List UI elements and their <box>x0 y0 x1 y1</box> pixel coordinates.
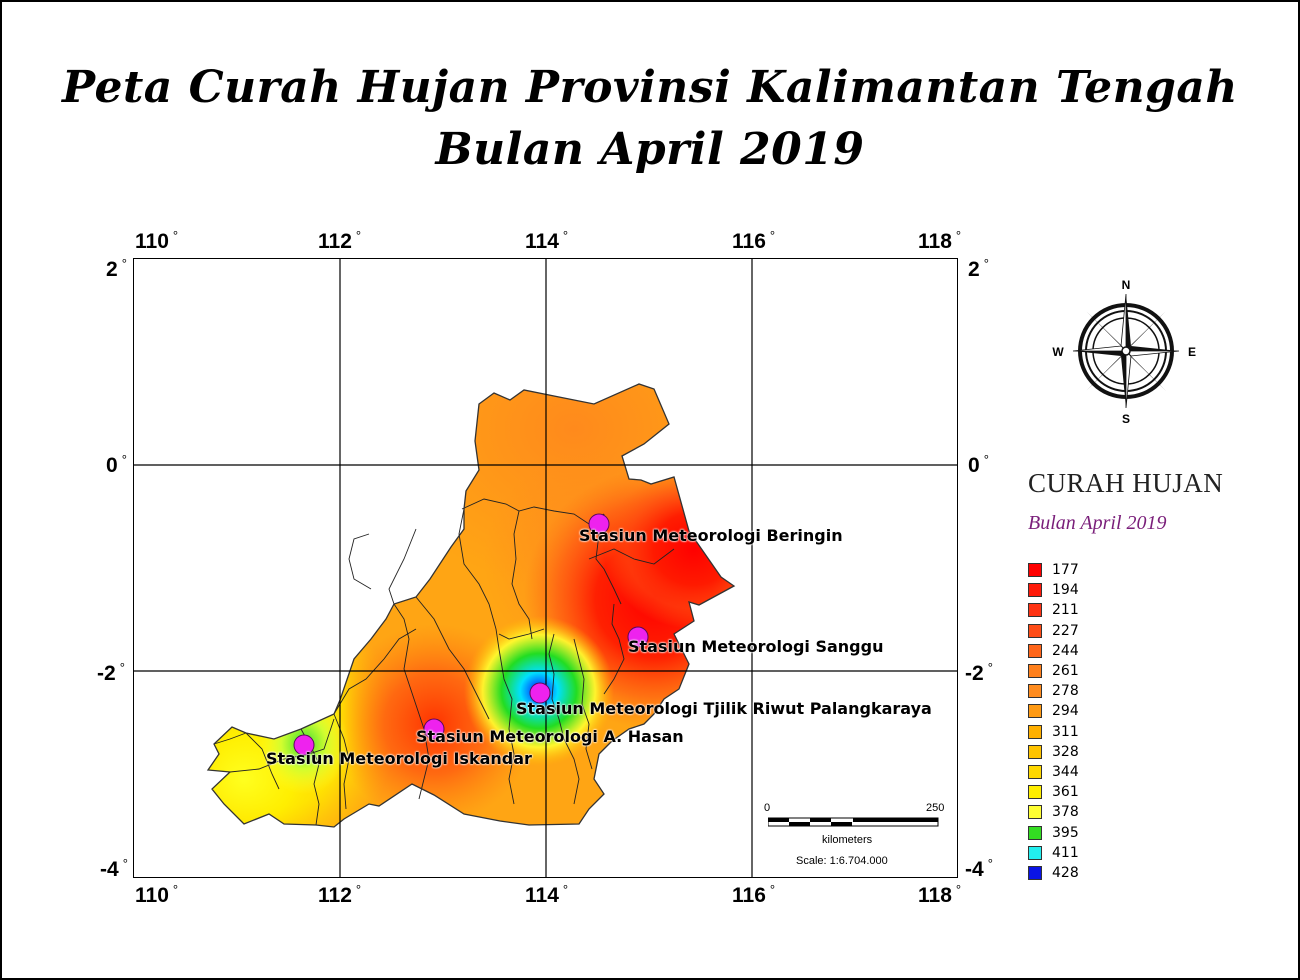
lat-label-right-2: 2 ° <box>968 256 989 281</box>
station-label-hasan: Stasiun Meteorologi A. Hasan <box>416 727 684 746</box>
station-marker-sanggu[interactable] <box>627 626 649 648</box>
station-markers <box>293 513 649 756</box>
lat-label-right-0: 0 ° <box>968 452 989 477</box>
lon-label-top-114: 114 ° <box>525 228 569 253</box>
legend-item: 328 <box>1028 742 1079 762</box>
legend-value: 428 <box>1052 864 1079 881</box>
legend-item: 311 <box>1028 722 1079 742</box>
legend-value: 294 <box>1052 703 1079 720</box>
legend-item: 278 <box>1028 681 1079 701</box>
lon-label-top-110: 110 ° <box>135 228 179 253</box>
station-marker-iskandar[interactable] <box>293 734 315 756</box>
lon-label-bottom-112: 112 ° <box>318 882 362 907</box>
scale-ratio-label: Scale: 1:6.704.000 <box>796 855 888 867</box>
legend-swatch <box>1028 764 1042 779</box>
legend-subtitle: Bulan April 2019 <box>1028 512 1167 534</box>
station-marker-palangkaraya[interactable] <box>529 682 551 704</box>
legend-value: 328 <box>1052 743 1079 760</box>
legend-value: 261 <box>1052 663 1079 680</box>
scale-end-label: 250 <box>926 802 945 814</box>
station-label-sanggu: Stasiun Meteorologi Sanggu <box>628 637 884 656</box>
legend-item: 244 <box>1028 641 1079 661</box>
rainfall-map-svg <box>134 259 957 877</box>
lon-label-bottom-118: 118 ° <box>918 882 962 907</box>
lon-label-bottom-114: 114 ° <box>525 882 569 907</box>
legend-swatch <box>1028 805 1042 820</box>
lon-label-bottom-110: 110 ° <box>135 882 179 907</box>
legend-title: CURAH HUJAN <box>1028 468 1224 498</box>
compass-north: N <box>1122 278 1131 292</box>
legend-item: 211 <box>1028 600 1079 620</box>
legend-swatch <box>1028 603 1042 618</box>
legend-value: 344 <box>1052 763 1079 780</box>
legend-value: 244 <box>1052 642 1079 659</box>
legend-swatch <box>1028 643 1042 658</box>
station-label-palangkaraya: Stasiun Meteorologi Tjilik Riwut Palangk… <box>516 699 932 718</box>
legend-item: 411 <box>1028 843 1079 863</box>
station-marker-hasan[interactable] <box>423 718 445 740</box>
legend-item: 294 <box>1028 701 1079 721</box>
station-marker-beringin[interactable] <box>588 513 610 535</box>
lat-label-left-2: 2 ° <box>106 256 127 281</box>
legend-swatch <box>1028 623 1042 638</box>
legend-item: 177 <box>1028 560 1079 580</box>
map-subtitle: Bulan April 2019 <box>435 124 865 175</box>
legend-swatch <box>1028 563 1042 578</box>
scale-bar-graphic <box>768 817 939 827</box>
scale-unit-label: kilometers <box>822 834 873 846</box>
legend-swatch <box>1028 664 1042 679</box>
compass-south: S <box>1122 412 1130 426</box>
legend-swatch <box>1028 724 1042 739</box>
legend-swatch <box>1028 785 1042 800</box>
province-outline <box>206 383 736 828</box>
compass-west: W <box>1052 345 1064 359</box>
regency-boundaries <box>213 498 675 826</box>
legend-swatch <box>1028 825 1042 840</box>
rainfall-legend: CURAH HUJAN Bulan April 2019 177 194 211 22… <box>1020 460 1242 890</box>
scale-bar: 0 250 kilometers Scale: 1:6.704.000 <box>760 800 950 875</box>
legend-value: 395 <box>1052 824 1079 841</box>
lon-label-top-116: 116 ° <box>732 228 776 253</box>
legend-swatch <box>1028 845 1042 860</box>
lat-label-left-neg2: -2 ° <box>97 660 125 685</box>
compass-east: E <box>1188 345 1196 359</box>
legend-value: 361 <box>1052 784 1079 801</box>
lat-label-right-neg2: -2 ° <box>965 660 993 685</box>
legend-items: 177 194 211 227 244 261 278 294 311 328 344 361 378 3… <box>1028 560 1079 883</box>
legend-value: 378 <box>1052 804 1079 821</box>
lat-label-left-neg4: -4 ° <box>100 856 128 881</box>
lon-label-top-118: 118 ° <box>918 228 962 253</box>
legend-swatch <box>1028 684 1042 699</box>
legend-item: 344 <box>1028 762 1079 782</box>
lon-label-bottom-116: 116 ° <box>732 882 776 907</box>
legend-value: 211 <box>1052 602 1079 619</box>
legend-swatch <box>1028 583 1042 598</box>
legend-value: 194 <box>1052 582 1079 599</box>
legend-item: 227 <box>1028 621 1079 641</box>
legend-item: 261 <box>1028 661 1079 681</box>
legend-value: 411 <box>1052 844 1079 861</box>
legend-item: 428 <box>1028 863 1079 883</box>
compass-rose-icon: N S E W <box>1052 278 1196 426</box>
legend-item: 361 <box>1028 782 1079 802</box>
legend-value: 227 <box>1052 622 1079 639</box>
legend-value: 177 <box>1052 562 1079 579</box>
legend-item: 194 <box>1028 580 1079 600</box>
legend-value: 311 <box>1052 723 1079 740</box>
scale-start-label: 0 <box>764 802 771 814</box>
legend-item: 395 <box>1028 822 1079 842</box>
map-title: Peta Curah Hujan Provinsi Kalimantan Ten… <box>62 62 1238 113</box>
legend-value: 278 <box>1052 683 1079 700</box>
lat-label-left-0: 0 ° <box>106 452 127 477</box>
legend-swatch <box>1028 744 1042 759</box>
legend-swatch <box>1028 704 1042 719</box>
legend-swatch <box>1028 865 1042 880</box>
station-label-iskandar: Stasiun Meteorologi Iskandar <box>266 749 532 768</box>
graticule <box>134 259 957 877</box>
rainfall-map[interactable] <box>133 258 958 878</box>
legend-item: 378 <box>1028 802 1079 822</box>
lon-label-top-112: 112 ° <box>318 228 362 253</box>
lat-label-right-neg4: -4 ° <box>965 856 993 881</box>
station-label-beringin: Stasiun Meteorologi Beringin <box>579 526 843 545</box>
